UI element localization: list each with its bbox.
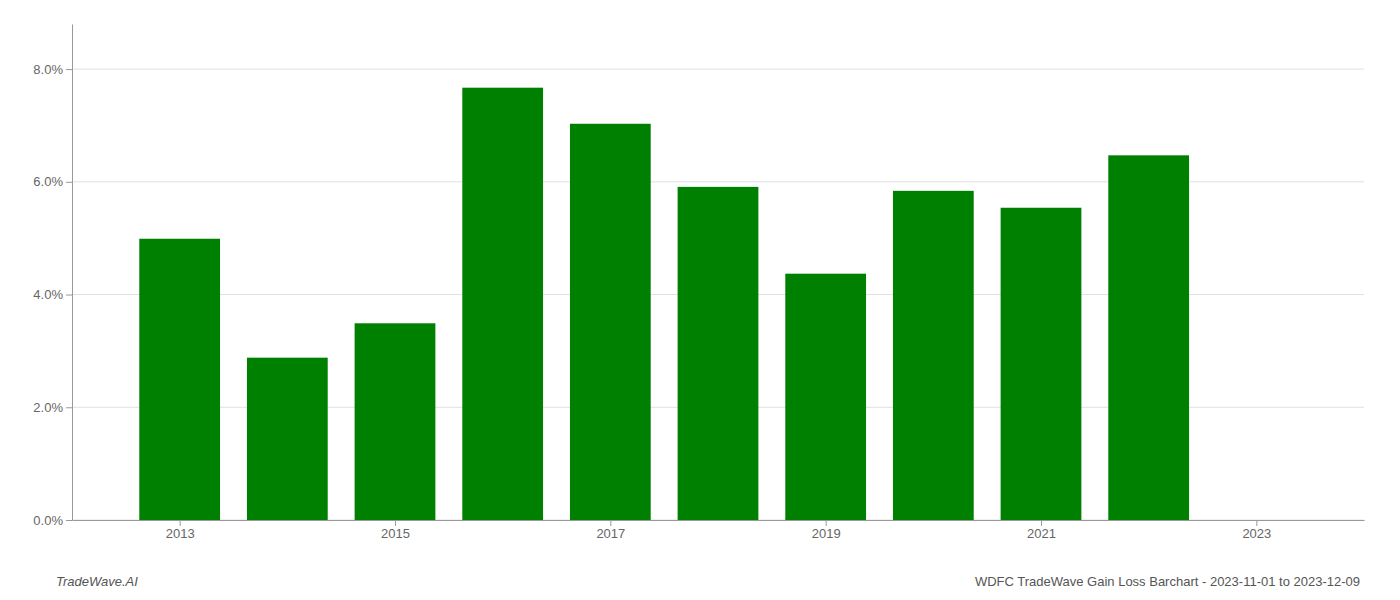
x-tick-label: 2017	[596, 526, 625, 541]
x-tick-label: 2023	[1242, 526, 1271, 541]
y-tick-mark	[66, 69, 72, 70]
x-tick: 2021	[1027, 520, 1056, 541]
y-tick-mark	[66, 520, 72, 521]
plot: 2013 2015 2017 2019 2021 2023 0.0% 2.0% 4.0% 6.0%…	[33, 25, 1364, 542]
y-tick-label: 6.0%	[33, 174, 63, 189]
x-tick-mark	[1041, 520, 1042, 526]
x-tick-label: 2015	[381, 526, 410, 541]
x-tick: 2023	[1242, 520, 1271, 541]
y-tick-label: 4.0%	[33, 287, 63, 302]
y-tick-mark	[66, 407, 72, 408]
bar	[678, 187, 759, 520]
y-axis-line	[72, 25, 73, 521]
y-tick: 4.0%	[33, 287, 72, 302]
x-tick-mark	[1256, 520, 1257, 526]
y-tick-label: 0.0%	[33, 513, 63, 528]
x-tick-label: 2013	[166, 526, 195, 541]
bar	[893, 191, 974, 520]
x-axis: 2013 2015 2017 2019 2021 2023	[73, 520, 1365, 541]
bar	[1001, 208, 1082, 520]
grid	[72, 69, 1364, 520]
bar	[247, 358, 328, 520]
x-tick: 2017	[596, 520, 625, 541]
annotation: TradeWave.AI	[56, 574, 138, 589]
x-tick-mark	[180, 520, 181, 526]
y-tick: 8.0%	[33, 62, 72, 77]
x-tick-mark	[826, 520, 827, 526]
x-tick-label: 2021	[1027, 526, 1056, 541]
x-tick-mark	[610, 520, 611, 526]
bar	[355, 323, 436, 520]
x-tick-label: 2019	[812, 526, 841, 541]
y-tick-mark	[66, 182, 72, 183]
y-tick: 0.0%	[33, 513, 72, 528]
annotations: TradeWave.AI WDFC TradeWave Gain Loss Bar…	[56, 574, 1360, 589]
grid-line	[72, 69, 1364, 70]
bar	[1108, 155, 1189, 520]
y-tick-label: 2.0%	[33, 400, 63, 415]
bar	[462, 88, 543, 520]
x-tick: 2019	[812, 520, 841, 541]
annotation: WDFC TradeWave Gain Loss Barchart - 2023…	[975, 574, 1360, 589]
chart: 2013 2015 2017 2019 2021 2023 0.0% 2.0% 4.0% 6.0%…	[0, 0, 1400, 600]
y-axis: 0.0% 2.0% 4.0% 6.0% 8.0%	[33, 25, 72, 528]
bars	[139, 88, 1189, 520]
bar	[785, 274, 866, 520]
bar	[570, 124, 651, 520]
y-tick: 6.0%	[33, 174, 72, 189]
y-tick-mark	[66, 295, 72, 296]
y-tick: 2.0%	[33, 400, 72, 415]
x-tick: 2013	[166, 520, 195, 541]
x-tick-mark	[395, 520, 396, 526]
bar	[139, 239, 220, 520]
y-tick-label: 8.0%	[33, 62, 63, 77]
x-axis-line	[73, 520, 1365, 521]
x-tick: 2015	[381, 520, 410, 541]
